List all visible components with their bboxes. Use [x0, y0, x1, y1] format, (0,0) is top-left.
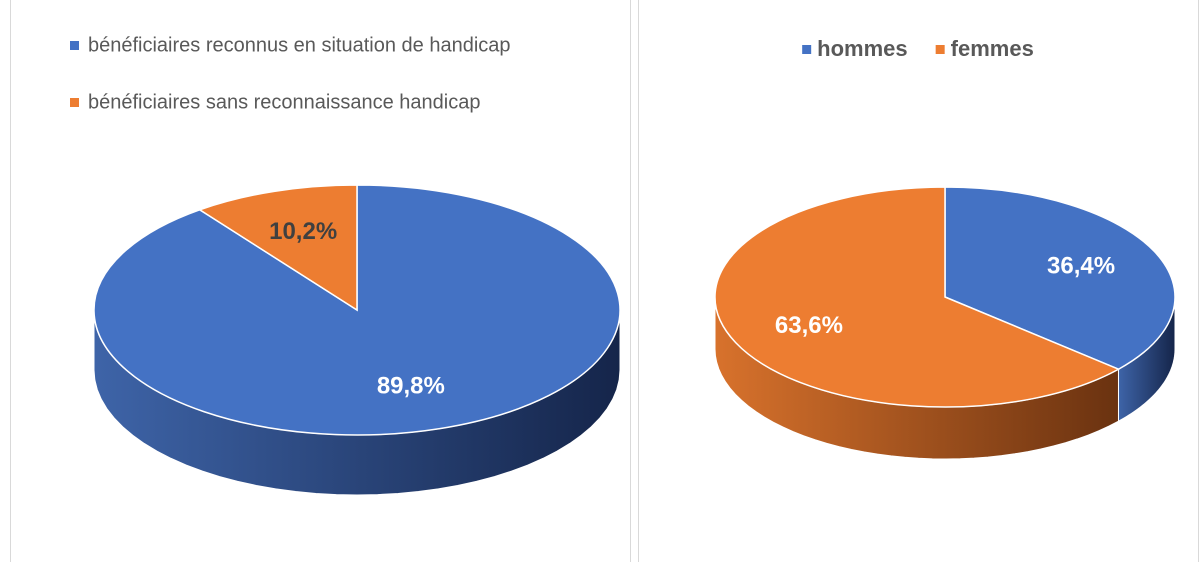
- slice: [944, 186, 1176, 371]
- legend-label: bénéficiaires sans reconnaissance handic…: [88, 91, 480, 113]
- data-label: 36,4%: [1047, 253, 1115, 280]
- legend-swatch: [70, 98, 79, 107]
- legend-swatch: [70, 41, 79, 50]
- legend-swatch: [935, 45, 945, 54]
- data-label: 89,8%: [377, 372, 445, 399]
- legend-label: bénéficiaires reconnus en situation de h…: [88, 34, 511, 56]
- panel-border: [638, 0, 1199, 562]
- slice: [714, 186, 1121, 408]
- data-label: 63,6%: [775, 312, 843, 339]
- legend-label: hommes: [817, 36, 907, 61]
- legend-label: femmes: [951, 36, 1034, 61]
- slice: [198, 184, 358, 312]
- legend-swatch: [802, 45, 812, 54]
- panel-border: [10, 0, 631, 562]
- data-label: 10,2%: [269, 218, 337, 245]
